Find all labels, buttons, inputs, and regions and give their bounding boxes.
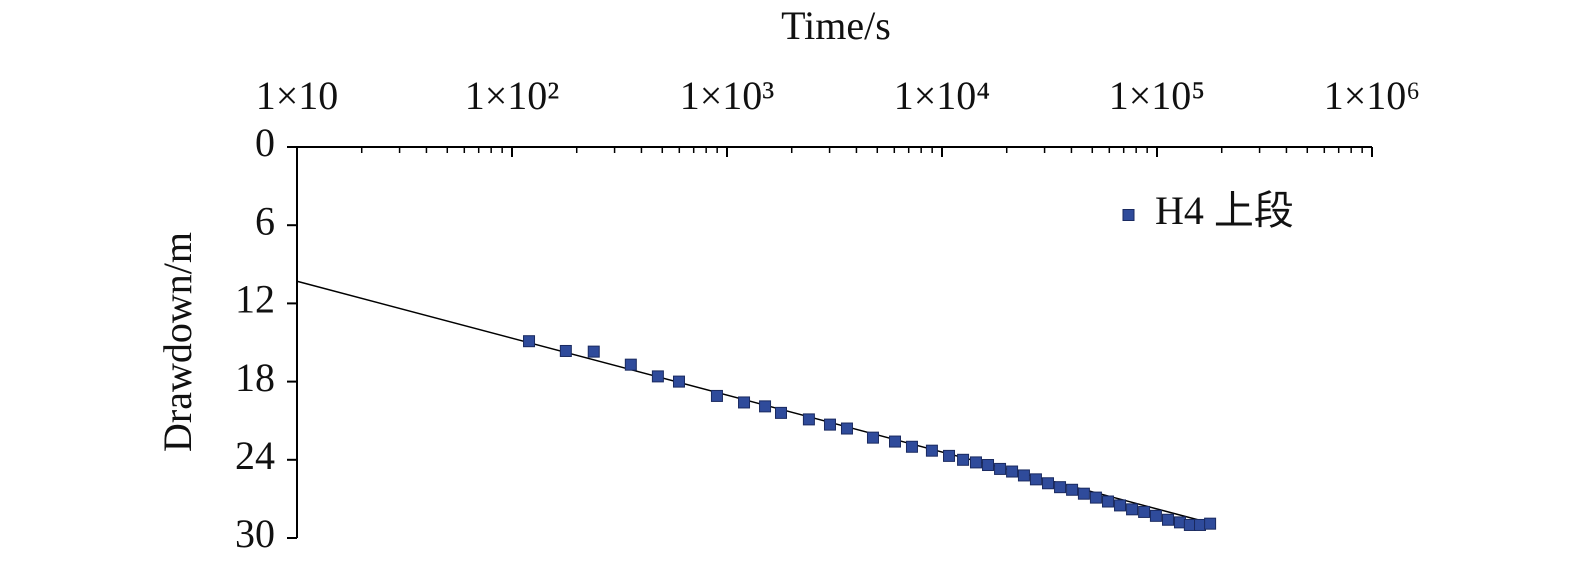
data-point bbox=[1054, 481, 1067, 494]
data-point bbox=[1017, 469, 1030, 482]
x-tick-label: 1×10² bbox=[465, 73, 560, 118]
y-tick-label: 24 bbox=[235, 433, 275, 478]
data-point bbox=[1138, 505, 1151, 518]
data-point bbox=[802, 413, 815, 426]
data-point bbox=[774, 406, 787, 419]
data-point bbox=[651, 370, 664, 383]
legend-label: H4 上段 bbox=[1155, 188, 1294, 233]
data-point bbox=[1042, 477, 1055, 490]
y-tick-label: 6 bbox=[255, 198, 275, 243]
x-tick-label: 1×10⁴ bbox=[894, 73, 991, 118]
data-point bbox=[738, 396, 751, 409]
x-tick-label: 1×10⁵ bbox=[1109, 73, 1206, 118]
y-axis-label: Drawdown/m bbox=[155, 232, 200, 452]
data-point bbox=[1066, 483, 1079, 496]
data-point bbox=[587, 345, 600, 358]
data-point bbox=[759, 400, 772, 413]
data-point bbox=[1204, 517, 1217, 530]
x-tick-label: 1×10 bbox=[256, 73, 339, 118]
data-point bbox=[1029, 473, 1042, 486]
data-point bbox=[866, 431, 879, 444]
data-point bbox=[1183, 518, 1196, 531]
y-tick-label: 12 bbox=[235, 277, 275, 322]
data-point bbox=[672, 375, 685, 388]
y-tick-label: 0 bbox=[255, 120, 275, 165]
data-point bbox=[1006, 465, 1019, 478]
x-tick-label: 1×10⁶ bbox=[1324, 73, 1421, 118]
data-point bbox=[943, 449, 956, 462]
data-point bbox=[905, 440, 918, 453]
y-tick-label: 30 bbox=[235, 511, 275, 556]
data-point bbox=[1194, 518, 1207, 531]
legend-marker bbox=[1122, 209, 1135, 221]
data-point bbox=[823, 418, 836, 431]
data-point bbox=[1114, 499, 1127, 512]
data-point bbox=[1089, 491, 1102, 504]
data-point bbox=[559, 344, 572, 357]
data-point bbox=[624, 358, 637, 371]
data-point bbox=[1161, 513, 1174, 526]
data-point bbox=[1077, 487, 1090, 500]
data-point bbox=[1149, 509, 1162, 522]
data-point bbox=[840, 422, 853, 435]
data-point bbox=[889, 435, 902, 448]
data-point bbox=[1126, 503, 1139, 516]
data-point bbox=[994, 462, 1007, 475]
data-point bbox=[969, 456, 982, 469]
y-tick-label: 18 bbox=[235, 355, 275, 400]
x-tick-label: 1×10³ bbox=[680, 73, 775, 118]
data-point bbox=[957, 453, 970, 466]
x-axis-label: Time/s bbox=[781, 3, 891, 48]
data-point bbox=[982, 459, 995, 472]
data-point bbox=[1173, 516, 1186, 529]
data-point bbox=[710, 389, 723, 402]
data-point bbox=[1101, 495, 1114, 508]
data-point bbox=[523, 335, 536, 348]
data-point bbox=[925, 444, 938, 457]
